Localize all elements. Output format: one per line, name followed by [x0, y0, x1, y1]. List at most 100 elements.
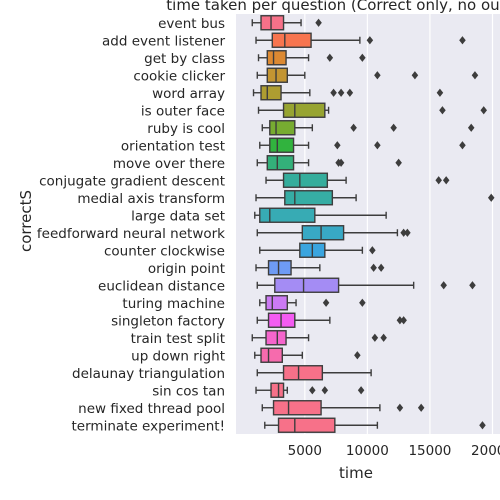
y-tick-label: move over there: [113, 156, 225, 172]
y-tick-label: cookie clicker: [133, 68, 225, 84]
outlier-point: [404, 228, 411, 237]
outlier-point: [330, 88, 337, 97]
outlier-point: [400, 316, 407, 325]
x-tick-label: 10000: [346, 443, 389, 459]
box-iqr: [269, 120, 296, 136]
y-tick-label: up down right: [131, 348, 225, 364]
y-tick-label: large data set: [131, 208, 225, 224]
box-group: [256, 365, 372, 381]
y-tick-label: singleton factory: [111, 313, 225, 329]
outlier-point: [459, 141, 466, 150]
box-iqr: [272, 400, 322, 416]
outlier-point: [326, 53, 334, 62]
box-iqr: [265, 295, 288, 311]
box-group: [255, 190, 495, 206]
box-group: [257, 50, 366, 66]
box-iqr: [260, 15, 285, 31]
box-iqr: [277, 417, 336, 433]
outlier-point: [469, 281, 476, 290]
outlier-point: [366, 36, 374, 45]
box-iqr: [270, 382, 285, 398]
outlier-point: [371, 333, 379, 342]
box-iqr: [260, 85, 282, 101]
outlier-point: [479, 421, 486, 430]
box-group: [261, 400, 425, 416]
outlier-point: [359, 53, 366, 62]
box-iqr: [266, 155, 295, 171]
y-tick-label: origin point: [148, 261, 225, 277]
box-group: [259, 295, 366, 311]
outlier-point: [369, 246, 376, 255]
box-group: [256, 67, 479, 83]
box-group: [256, 155, 402, 171]
box-group: [254, 347, 361, 363]
y-tick-label: euclidean distance: [98, 278, 225, 294]
box-iqr: [267, 260, 292, 276]
box-group: [261, 120, 475, 136]
x-tick-label: 5000: [288, 443, 322, 459]
y-tick-label: get by class: [144, 51, 225, 67]
box-group: [256, 312, 407, 328]
y-tick-label: sin cos tan: [152, 383, 225, 399]
outlier-point: [467, 123, 475, 132]
x-gridlines: [304, 14, 494, 434]
box-iqr: [269, 137, 295, 153]
y-tick-label: add event listener: [102, 33, 225, 49]
box-iqr: [282, 102, 326, 118]
box-iqr: [282, 365, 324, 381]
box-series: [251, 15, 495, 433]
outlier-point: [390, 123, 397, 132]
box-group: [256, 277, 476, 293]
outlier-point: [321, 386, 329, 395]
box-group: [251, 330, 387, 346]
outlier-point: [459, 36, 466, 45]
outlier-point: [370, 263, 377, 272]
outlier-point: [374, 141, 381, 150]
box-group: [254, 207, 387, 223]
y-tick-label: orientation test: [121, 138, 225, 154]
box-iqr: [274, 277, 340, 293]
x-tick-label: 20000: [471, 443, 500, 459]
box-group: [259, 242, 376, 258]
outlier-point: [357, 386, 365, 395]
outlier-point: [480, 106, 487, 115]
outlier-point: [436, 88, 444, 97]
y-tick-label: is outer face: [141, 103, 225, 119]
box-iqr: [284, 190, 334, 206]
outlier-point: [442, 176, 450, 185]
box-group: [256, 225, 411, 241]
outlier-point: [354, 351, 361, 360]
outlier-point: [337, 88, 345, 97]
outlier-point: [440, 281, 447, 290]
outlier-point: [396, 403, 404, 412]
box-iqr: [266, 67, 288, 83]
box-iqr: [266, 50, 287, 66]
y-tick-label: turing machine: [122, 296, 225, 312]
box-group: [264, 417, 486, 433]
outlier-point: [350, 123, 357, 132]
y-tick-label: delaunay triangulation: [72, 366, 225, 382]
box-group: [255, 260, 385, 276]
outlier-point: [337, 158, 345, 167]
box-iqr: [282, 172, 329, 188]
box-group: [251, 15, 322, 31]
outlier-point: [395, 158, 402, 167]
outlier-point: [380, 333, 387, 342]
box-group: [265, 172, 450, 188]
y-tick-label: new fixed thread pool: [78, 401, 225, 417]
y-tick-label: word array: [152, 86, 225, 102]
box-group: [257, 102, 487, 118]
y-tick-label: ruby is cool: [147, 121, 225, 137]
y-axis-label: correctS: [17, 190, 35, 252]
box-group: [255, 382, 365, 398]
box-iqr: [265, 330, 287, 346]
y-tick-label: conjugate gradient descent: [39, 173, 225, 189]
box-iqr: [259, 207, 316, 223]
outlier-point: [315, 18, 322, 27]
x-tick-labels: 5000 10000 15000 20000: [288, 443, 500, 459]
chart-title: time taken per question (Correct only, n…: [166, 0, 500, 14]
box-iqr: [301, 225, 345, 241]
y-tick-label: event bus: [158, 16, 225, 32]
